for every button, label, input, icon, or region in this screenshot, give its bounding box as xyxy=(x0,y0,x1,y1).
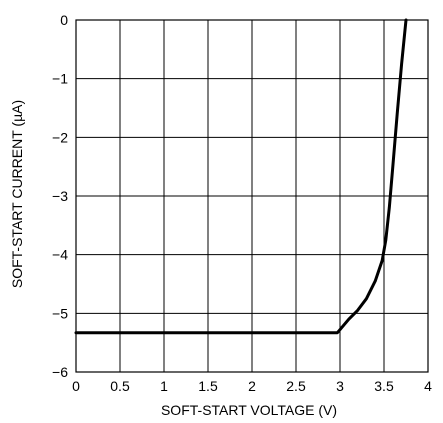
y-tick-label: −3 xyxy=(52,188,68,204)
y-axis-title: SOFT-START CURRENT (µA) xyxy=(9,100,25,288)
plot-frame xyxy=(75,19,429,373)
series-line xyxy=(74,18,408,335)
y-tick-label: 0 xyxy=(60,12,68,28)
x-tick-label: 0 xyxy=(72,378,80,394)
x-tick-label: 2.5 xyxy=(286,378,306,394)
series-group xyxy=(74,18,408,335)
grid xyxy=(75,19,429,373)
y-tick-labels: 0 −1 −2 −3 −4 −5 −6 xyxy=(52,12,68,380)
x-tick-label: 3.5 xyxy=(374,378,394,394)
y-tick-label: −5 xyxy=(52,305,68,321)
y-tick-label: −1 xyxy=(52,71,68,87)
x-tick-label: 2 xyxy=(248,378,256,394)
y-tick-label: −2 xyxy=(52,129,68,145)
plot-border xyxy=(75,19,429,373)
x-tick-label: 4 xyxy=(424,378,432,394)
x-tick-label: 1 xyxy=(160,378,168,394)
y-tick-label: −6 xyxy=(52,364,68,380)
y-tick-label: −4 xyxy=(52,247,68,263)
x-tick-labels: 0 0.5 1 1.5 2 2.5 3 3.5 4 xyxy=(72,378,432,394)
x-tick-label: 3 xyxy=(336,378,344,394)
x-tick-label: 1.5 xyxy=(198,378,218,394)
x-tick-label: 0.5 xyxy=(110,378,130,394)
x-axis-title: SOFT-START VOLTAGE (V) xyxy=(161,402,337,418)
